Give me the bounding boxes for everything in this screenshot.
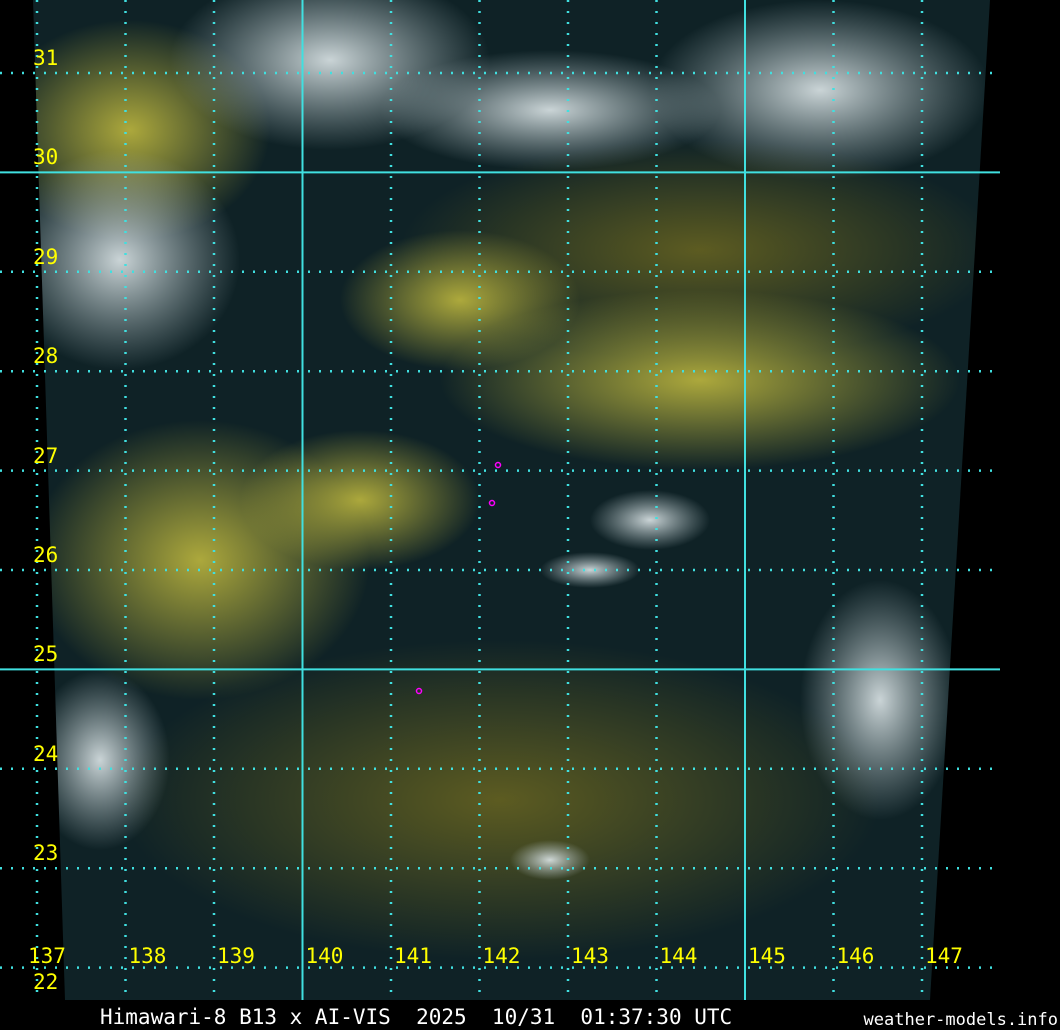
longitude-label: 140 (305, 944, 344, 968)
latitude-label: 28 (33, 344, 59, 369)
longitude-label: 146 (836, 944, 875, 968)
source-credit: weather-models.info (863, 1010, 1058, 1030)
longitude-label: 139 (217, 944, 255, 968)
latitude-label: 27 (33, 443, 59, 468)
island-marker (415, 687, 423, 695)
latitude-label: 29 (33, 244, 59, 269)
satellite-map (0, 0, 1000, 1000)
latitude-label: 26 (33, 543, 59, 567)
island-marker (488, 499, 496, 507)
longitude-label: 144 (659, 944, 698, 968)
image-caption: Himawari-8 B13 x AI-VIS 2025 10/31 01:37… (100, 1005, 733, 1029)
longitude-label: 145 (748, 944, 786, 968)
longitude-label: 143 (571, 944, 609, 968)
latitude-label: 22 (33, 969, 59, 994)
latitude-label: 25 (33, 642, 59, 667)
latitude-label: 23 (33, 841, 59, 866)
longitude-label: 147 (925, 944, 963, 968)
latitude-label: 30 (33, 145, 59, 170)
longitude-label: 141 (394, 944, 432, 968)
latitude-label: 24 (33, 741, 59, 766)
longitude-label: 137 (28, 944, 66, 968)
latitude-label: 31 (33, 46, 59, 70)
longitude-label: 142 (482, 944, 521, 968)
longitude-label: 138 (128, 944, 167, 968)
island-marker (494, 461, 502, 469)
island-markers (415, 461, 502, 695)
satellite-imagery (33, 0, 990, 1000)
lat-lon-grid (0, 0, 1000, 1000)
